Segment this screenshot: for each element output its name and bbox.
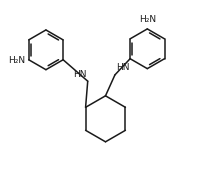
- Text: H₂N: H₂N: [139, 15, 156, 24]
- Text: HN: HN: [73, 70, 87, 79]
- Text: HN: HN: [116, 63, 130, 72]
- Text: H₂N: H₂N: [8, 56, 25, 65]
